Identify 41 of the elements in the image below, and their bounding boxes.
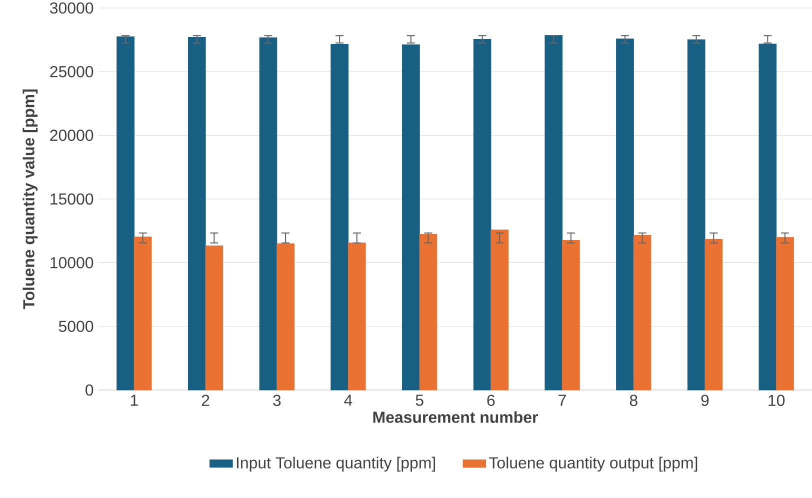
bar — [348, 242, 366, 390]
y-tick-label: 5000 — [58, 320, 94, 332]
y-tick-label: 15000 — [50, 193, 94, 205]
bar — [544, 35, 563, 390]
bar — [633, 235, 652, 390]
y-tick-label: 10000 — [50, 257, 94, 268]
bar — [134, 236, 152, 390]
bar — [776, 237, 794, 390]
bar — [402, 44, 420, 390]
x-tick-label: 9 — [701, 394, 709, 406]
bar — [276, 244, 294, 390]
bar — [562, 240, 580, 390]
bar — [616, 38, 634, 390]
y-axis-title: Toluene quantity value [ppm] — [22, 90, 38, 310]
x-tick-label: 2 — [202, 394, 210, 406]
x-tick-label: 7 — [558, 394, 566, 406]
bar — [687, 40, 706, 390]
x-tick-label: 8 — [630, 394, 638, 406]
x-tick-label: 10 — [768, 394, 785, 406]
y-tick-label: 20000 — [50, 130, 94, 142]
bar — [205, 246, 224, 390]
bar — [490, 230, 508, 390]
x-tick-label: 4 — [344, 394, 352, 406]
legend-label: Input Toluene quantity [ppm] — [236, 456, 435, 472]
bar — [116, 36, 134, 390]
legend-label: Toluene quantity output [ppm] — [489, 456, 698, 472]
x-tick-label: 3 — [273, 394, 281, 406]
x-axis-title: Measurement number — [373, 411, 538, 423]
x-tick-label: 5 — [416, 394, 424, 406]
x-tick-label: 1 — [130, 394, 138, 406]
bar — [188, 37, 206, 390]
bar — [330, 44, 348, 390]
x-tick-label: 6 — [487, 394, 495, 406]
bar — [419, 234, 438, 390]
bar — [259, 37, 278, 390]
bar — [473, 39, 492, 390]
y-tick-label: 30000 — [50, 2, 94, 14]
y-tick-label: 0 — [86, 384, 94, 396]
bar — [704, 239, 723, 390]
bar — [758, 44, 777, 390]
y-tick-label: 25000 — [50, 66, 94, 78]
